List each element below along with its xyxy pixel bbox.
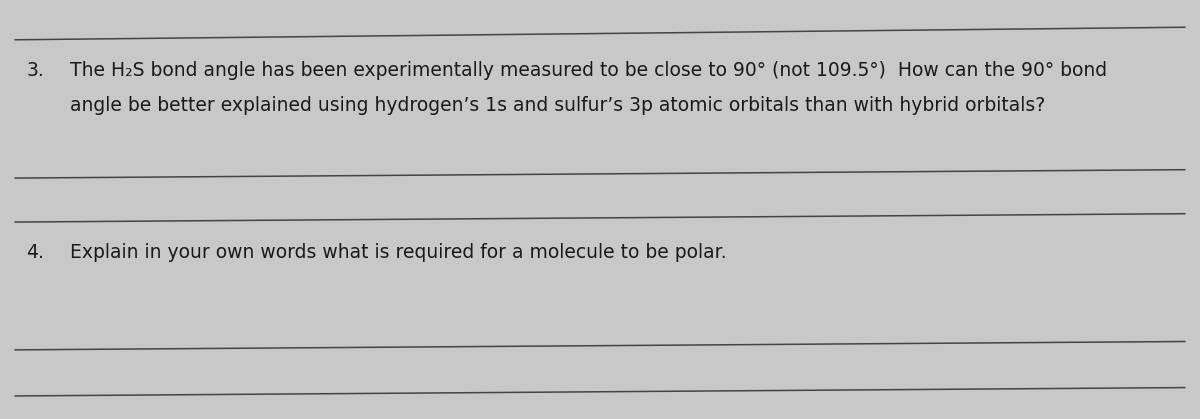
Text: The H₂S bond angle has been experimentally measured to be close to 90° (not 109.: The H₂S bond angle has been experimental…	[70, 61, 1106, 80]
Text: Explain in your own words what is required for a molecule to be polar.: Explain in your own words what is requir…	[70, 243, 726, 262]
Text: 4.: 4.	[26, 243, 44, 262]
Text: angle be better explained using hydrogen’s 1s and sulfur’s 3p atomic orbitals th: angle be better explained using hydrogen…	[70, 96, 1045, 115]
Text: 3.: 3.	[26, 61, 44, 80]
